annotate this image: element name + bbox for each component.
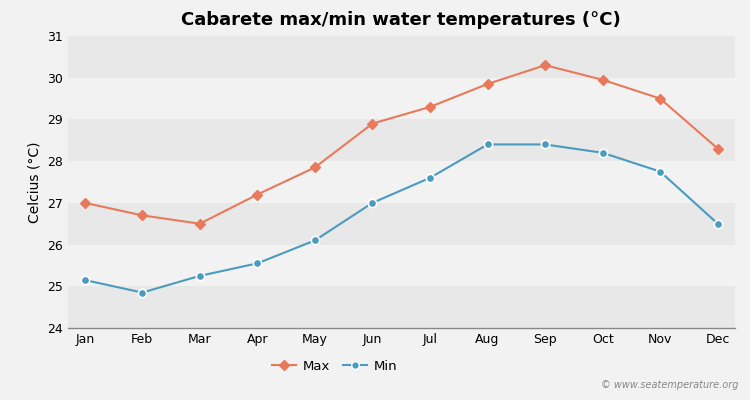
Max (541, 63, 550, 68)
Min (713, 221, 722, 226)
Min (253, 261, 262, 266)
Bar (68, 203, 735, 244)
Max (368, 121, 377, 126)
Bar (68, 161, 735, 203)
Title: Cabarete max/min water temperatures (°C): Cabarete max/min water temperatures (°C) (182, 11, 621, 29)
Max (253, 192, 262, 197)
Bar (68, 286, 735, 328)
Max (713, 146, 722, 151)
Line: Min: Min (80, 140, 722, 297)
Max (138, 213, 147, 218)
Bar (68, 36, 735, 78)
Min (425, 176, 434, 180)
Min (80, 278, 89, 282)
Min (368, 200, 377, 205)
Bar (68, 78, 735, 120)
Legend: Max, Min: Max, Min (267, 355, 402, 378)
Max (425, 104, 434, 109)
Min (656, 169, 664, 174)
Max (195, 221, 204, 226)
Min (541, 142, 550, 147)
Text: © www.seatemperature.org: © www.seatemperature.org (602, 380, 739, 390)
Min (598, 150, 608, 155)
Min (195, 274, 204, 278)
Bar (68, 244, 735, 286)
Min (483, 142, 492, 147)
Max (80, 200, 89, 205)
Max (483, 82, 492, 86)
Line: Max: Max (81, 61, 722, 228)
Min (138, 290, 147, 295)
Y-axis label: Celcius (°C): Celcius (°C) (27, 141, 41, 223)
Max (310, 165, 320, 170)
Max (598, 77, 608, 82)
Min (310, 238, 320, 243)
Bar (68, 120, 735, 161)
Max (656, 96, 664, 101)
